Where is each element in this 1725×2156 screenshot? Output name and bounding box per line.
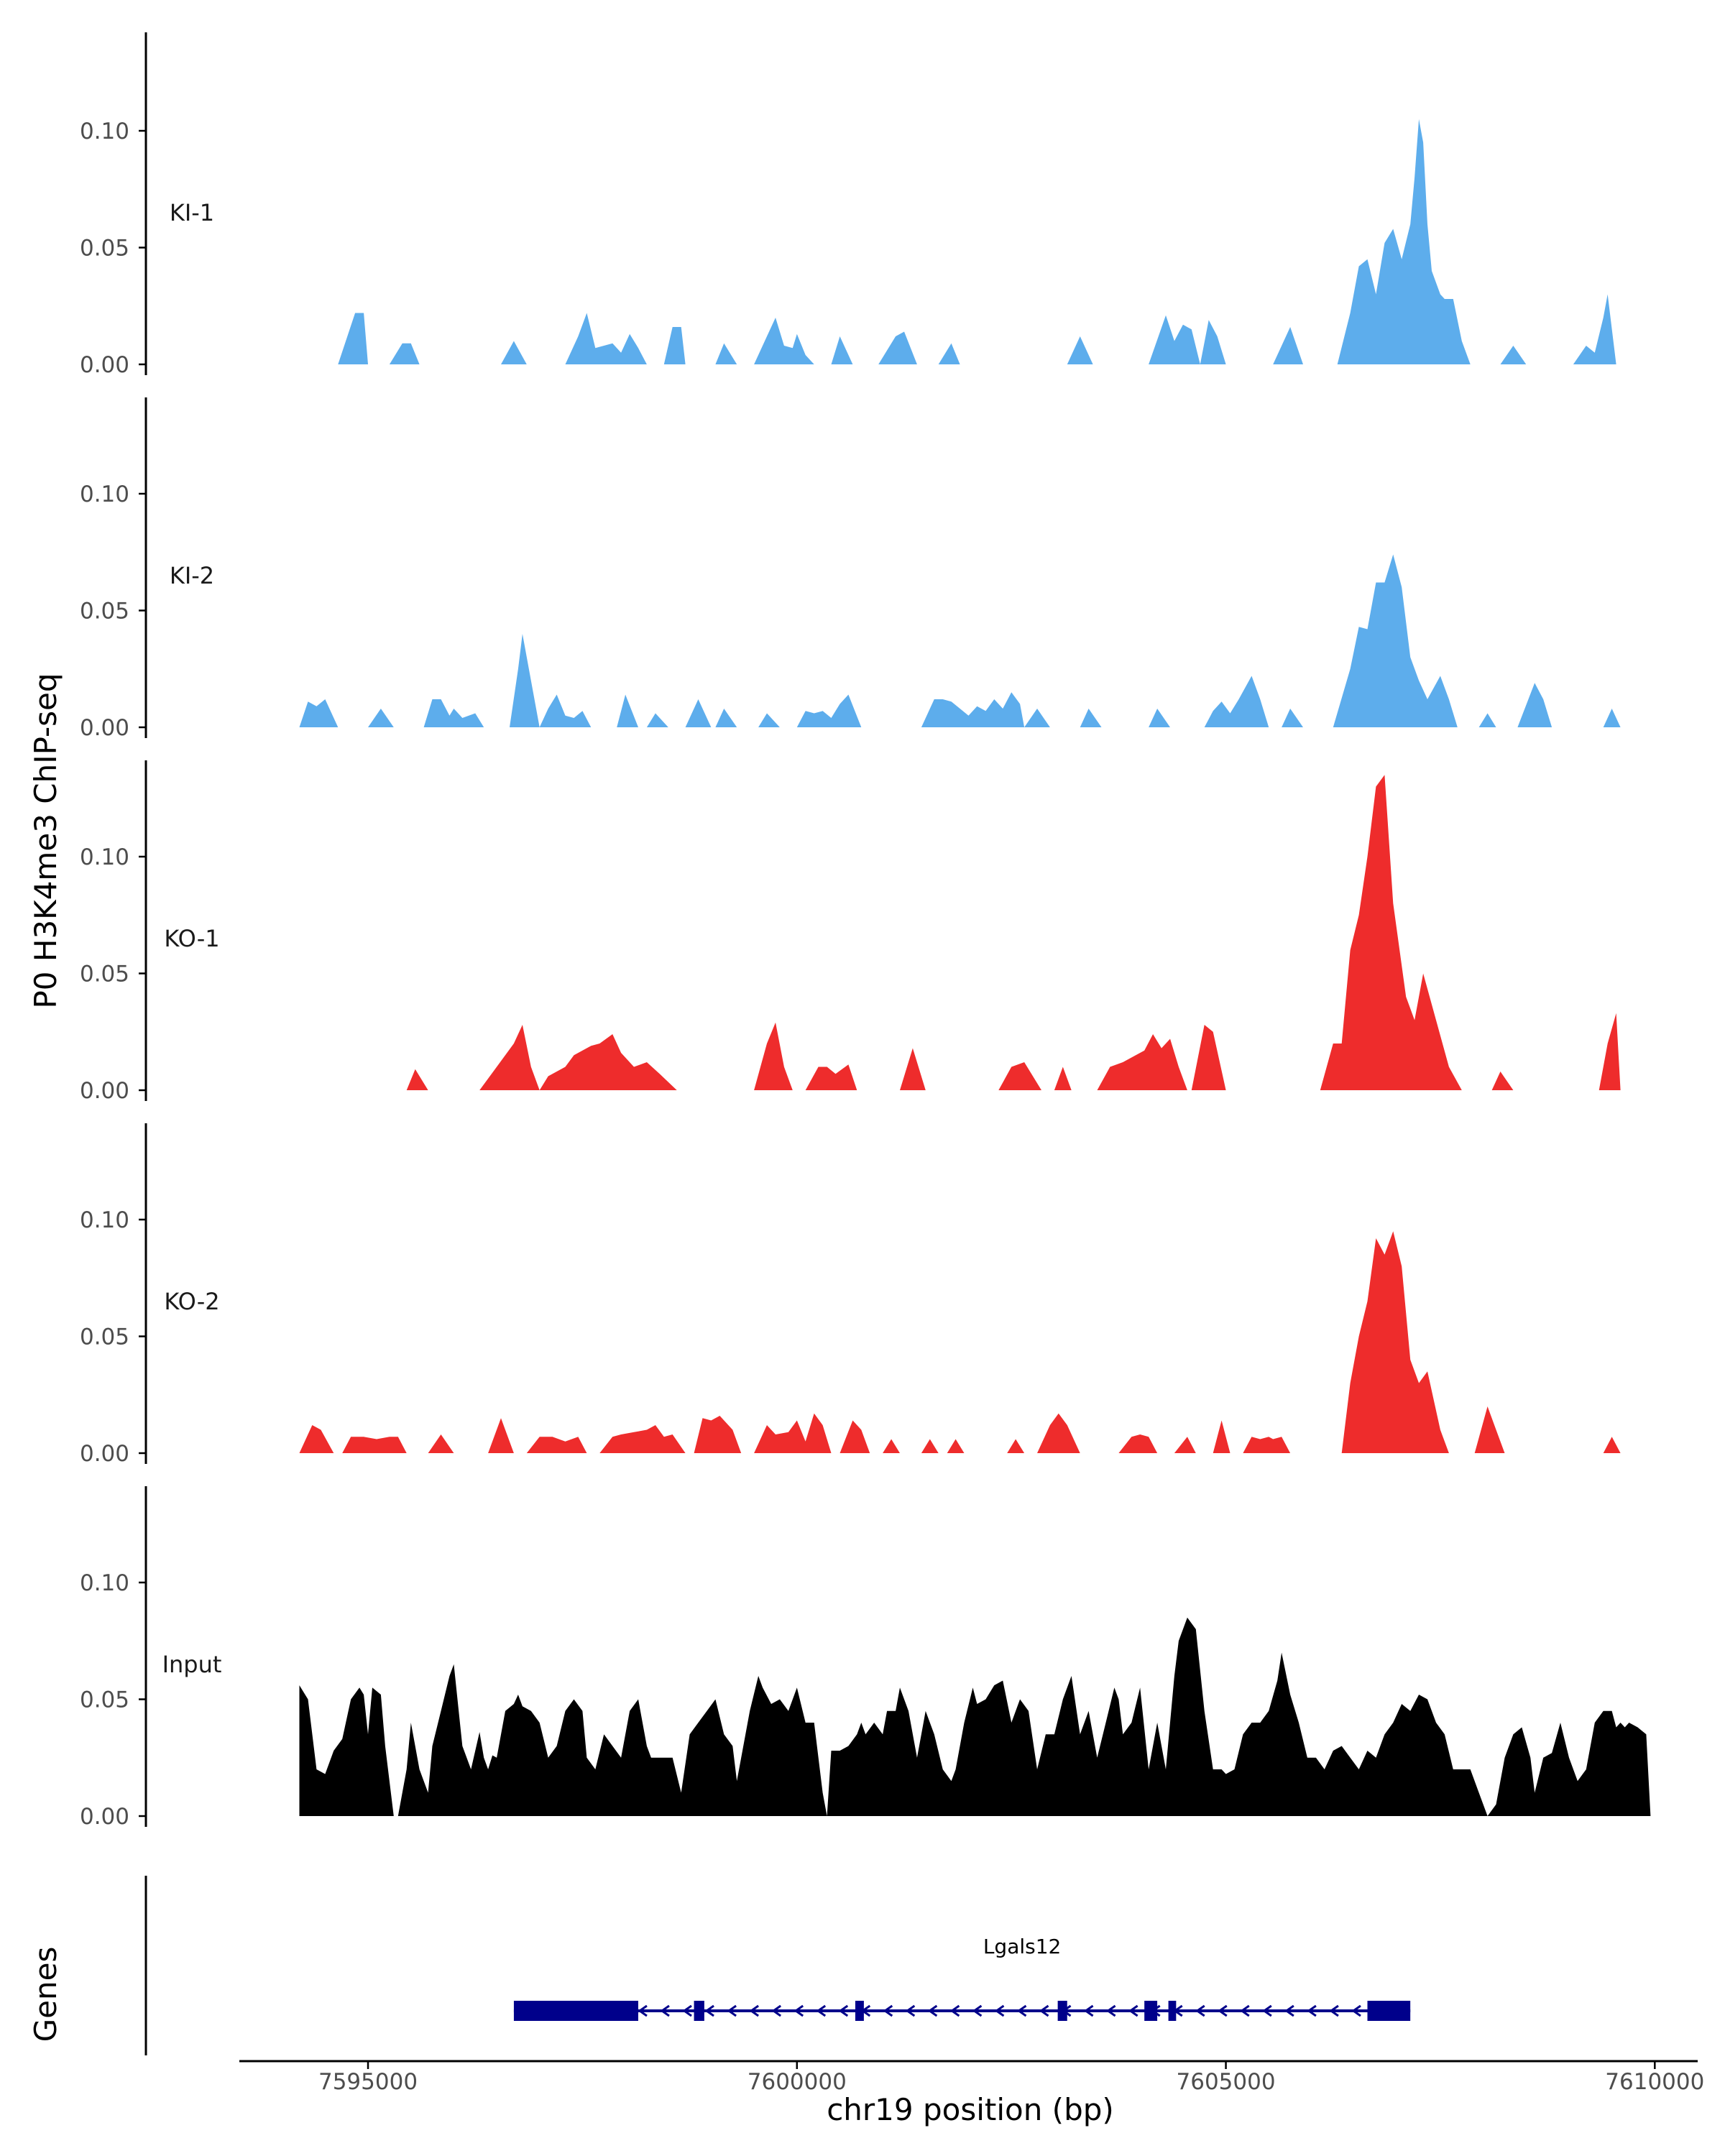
strand-arrow <box>638 2004 648 2017</box>
strand-arrow <box>1016 2004 1027 2017</box>
strand-arrow <box>949 2004 960 2017</box>
y-tick-label: 0.00 <box>80 352 129 378</box>
y-tick-label: 0.00 <box>80 1804 129 1830</box>
strand-arrow <box>1240 2004 1250 2017</box>
strand-arrow <box>1106 2004 1116 2017</box>
gene-exon <box>513 2001 638 2021</box>
strand-arrow <box>771 2004 782 2017</box>
y-tick-label: 0.05 <box>80 236 129 262</box>
strand-arrow <box>1351 2004 1361 2017</box>
sample-label: KO-1 <box>164 925 219 952</box>
x-tick-label: 7605000 <box>1177 2069 1276 2095</box>
y-tick-label: 0.10 <box>80 482 129 507</box>
track-panels: 0.00 0.05 0.10 KI-1 0.00 0.05 0.10 KI-2 0.00 0.05… <box>80 32 1651 1830</box>
strand-arrow <box>749 2004 759 2017</box>
coverage-area <box>299 1617 1651 1816</box>
strand-arrow <box>794 2004 804 2017</box>
genes-axis-title: Genes <box>28 1947 63 2042</box>
track-panel-ki-1: 0.00 0.05 0.10 KI-1 <box>80 32 1616 378</box>
x-axis-title: chr19 position (bp) <box>827 2092 1114 2127</box>
strand-arrow <box>1083 2004 1094 2017</box>
strand-arrow <box>1307 2004 1317 2017</box>
strand-arrow <box>905 2004 916 2017</box>
strand-arrow <box>704 2004 714 2017</box>
sample-label: Input <box>162 1651 222 1678</box>
x-tick-label: 7610000 <box>1605 2069 1704 2095</box>
x-axis: 7595000 7600000 7605000 7610000 <box>239 2060 1704 2095</box>
strand-arrow <box>883 2004 893 2017</box>
gene-exons <box>513 2001 1411 2021</box>
strand-arrow <box>1284 2004 1294 2017</box>
strand-arrow <box>1039 2004 1049 2017</box>
y-tick-label: 0.00 <box>80 715 129 741</box>
strand-arrow <box>1195 2004 1205 2017</box>
y-tick-label: 0.10 <box>80 1207 129 1233</box>
strand-arrow <box>972 2004 983 2017</box>
strand-arrow <box>927 2004 938 2017</box>
gene-exon <box>855 2001 864 2021</box>
gene-exon <box>1168 2001 1177 2021</box>
strand-arrow <box>682 2004 692 2017</box>
y-tick-label: 0.05 <box>80 1325 129 1350</box>
sample-label: KI-1 <box>170 199 214 226</box>
y-tick-label: 0.05 <box>80 962 129 987</box>
strand-arrow <box>660 2004 670 2017</box>
track-panel-ki-2: 0.00 0.05 0.10 KI-2 <box>80 397 1621 741</box>
y-tick-label: 0.10 <box>80 119 129 144</box>
y-tick-label: 0.00 <box>80 1078 129 1104</box>
x-axis-ticks: 7595000 7600000 7605000 7610000 <box>318 2061 1704 2095</box>
strand-arrow <box>1329 2004 1339 2017</box>
gene-exon <box>1057 2001 1067 2021</box>
strand-arrow <box>1128 2004 1138 2017</box>
strand-arrow <box>838 2004 849 2017</box>
y-tick-label: 0.05 <box>80 599 129 625</box>
y-tick-label: 0.10 <box>80 1570 129 1596</box>
gene-strand-arrows <box>638 2004 1361 2017</box>
gene-track: Lgals12 <box>144 1876 1411 2055</box>
coverage-area <box>299 554 1621 727</box>
strand-arrow <box>1262 2004 1272 2017</box>
x-tick-label: 7600000 <box>748 2069 847 2095</box>
gene-name-label: Lgals12 <box>983 1935 1062 1958</box>
gene-exon <box>1367 2001 1411 2021</box>
gene-exon <box>1144 2001 1158 2021</box>
coverage-area <box>299 1231 1621 1453</box>
gene-exon <box>694 2001 704 2021</box>
strand-arrow <box>816 2004 827 2017</box>
track-panel-ko-1: 0.00 0.05 0.10 KO-1 <box>80 760 1621 1104</box>
y-axis-title: P0 H3K4me3 ChIP-seq <box>28 673 63 1008</box>
sample-label: KO-2 <box>164 1288 219 1315</box>
strand-arrow <box>1218 2004 1228 2017</box>
sample-label: KI-2 <box>170 562 214 589</box>
y-tick-label: 0.10 <box>80 844 129 870</box>
coverage-area <box>406 775 1621 1090</box>
track-panel-input: 0.00 0.05 0.10 Input <box>80 1486 1651 1830</box>
x-tick-label: 7595000 <box>318 2069 418 2095</box>
track-panel-ko-2: 0.00 0.05 0.10 KO-2 <box>80 1123 1621 1467</box>
strand-arrow <box>994 2004 1005 2017</box>
y-tick-label: 0.05 <box>80 1687 129 1713</box>
y-tick-label: 0.00 <box>80 1441 129 1467</box>
strand-arrow <box>727 2004 737 2017</box>
